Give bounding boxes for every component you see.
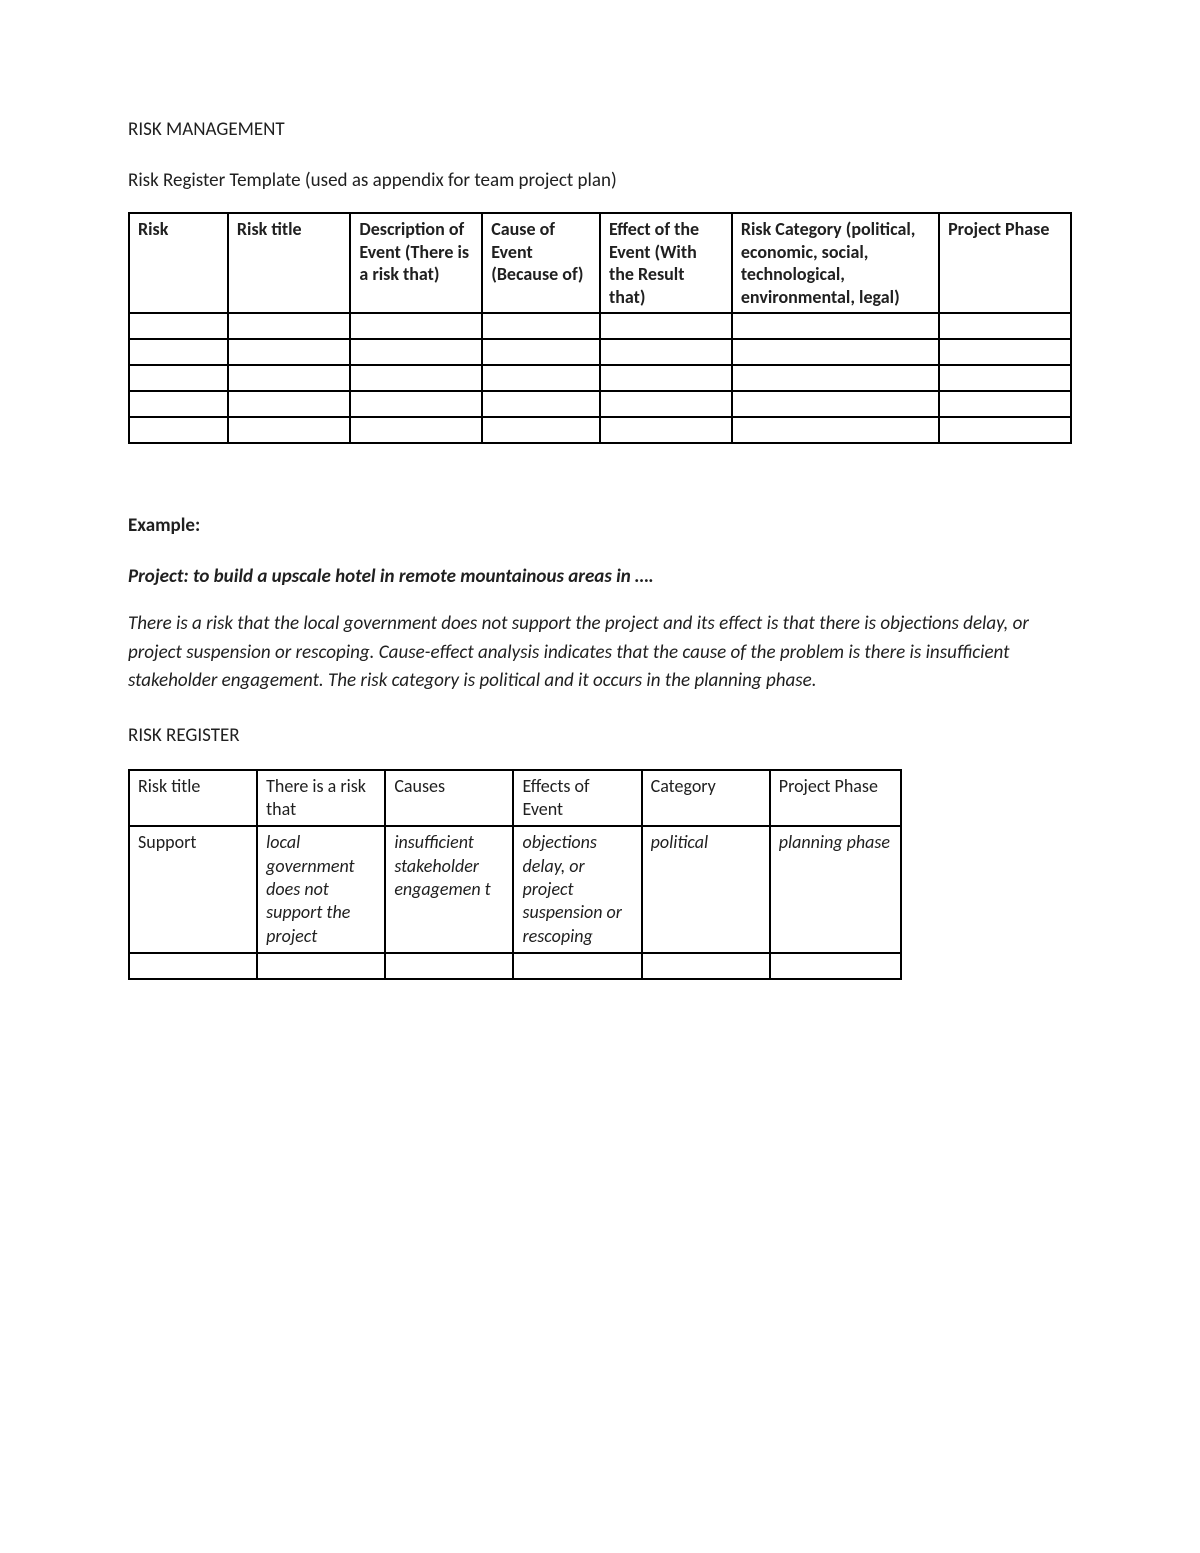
table-row: Supportlocal government does not support…	[129, 826, 901, 953]
table-cell	[482, 391, 600, 417]
table-cell: local government does not support the pr…	[257, 826, 385, 953]
example-project-line: Project: to build a upscale hotel in rem…	[128, 565, 1072, 588]
example-body-text: There is a risk that the local governmen…	[128, 610, 1072, 696]
table-cell	[600, 339, 732, 365]
risk-register-example-table: Risk titleThere is a risk thatCausesEffe…	[128, 769, 902, 981]
table-cell	[939, 391, 1071, 417]
table-cell: political	[642, 826, 770, 953]
table-cell	[129, 339, 228, 365]
document-page: RISK MANAGEMENT Risk Register Template (…	[0, 0, 1200, 1553]
table-cell	[732, 339, 939, 365]
table-row	[129, 953, 901, 979]
table-cell	[228, 365, 350, 391]
table-cell	[482, 417, 600, 443]
example-col-2: Causes	[385, 770, 513, 827]
table-cell	[939, 417, 1071, 443]
example-label: Example:	[128, 514, 1072, 537]
table-cell	[732, 417, 939, 443]
table-cell	[257, 953, 385, 979]
table-cell	[600, 365, 732, 391]
table-cell	[600, 391, 732, 417]
table-row	[129, 365, 1071, 391]
risk-register-label: RISK REGISTER	[128, 724, 1072, 747]
table-cell	[350, 391, 482, 417]
table-row	[129, 417, 1071, 443]
table-cell	[385, 953, 513, 979]
register-col-4: Effect of the Event (With the Result tha…	[600, 213, 732, 313]
example-col-4: Category	[642, 770, 770, 827]
table-cell	[129, 313, 228, 339]
risk-register-template-table: RiskRisk titleDescription of Event (Ther…	[128, 212, 1072, 444]
table-cell: objections delay, or project suspension …	[513, 826, 641, 953]
table-cell	[129, 391, 228, 417]
table-cell	[228, 313, 350, 339]
table-cell	[732, 365, 939, 391]
example-col-1: There is a risk that	[257, 770, 385, 827]
table-cell	[350, 313, 482, 339]
register-col-2: Description of Event (There is a risk th…	[350, 213, 482, 313]
register-body	[129, 313, 1071, 443]
example-col-0: Risk title	[129, 770, 257, 827]
table-cell	[350, 339, 482, 365]
register-col-1: Risk title	[228, 213, 350, 313]
table-cell	[350, 417, 482, 443]
table-cell	[482, 365, 600, 391]
table-cell	[732, 313, 939, 339]
table-cell	[600, 417, 732, 443]
table-cell: insufficient stakeholder engagemen t	[385, 826, 513, 953]
table-row	[129, 391, 1071, 417]
table-cell	[939, 313, 1071, 339]
table-cell: planning phase	[770, 826, 901, 953]
table-cell	[513, 953, 641, 979]
table-row	[129, 339, 1071, 365]
example-col-5: Project Phase	[770, 770, 901, 827]
table-cell	[129, 953, 257, 979]
table-cell	[129, 365, 228, 391]
table-cell	[939, 339, 1071, 365]
table-cell: Support	[129, 826, 257, 953]
table-cell	[642, 953, 770, 979]
example-col-3: Effects of Event	[513, 770, 641, 827]
table-cell	[732, 391, 939, 417]
register-col-0: Risk	[129, 213, 228, 313]
table-cell	[228, 417, 350, 443]
register-col-3: Cause of Event (Because of)	[482, 213, 600, 313]
table-cell	[600, 313, 732, 339]
table-cell	[482, 313, 600, 339]
table-cell	[228, 391, 350, 417]
example-body-rows: Supportlocal government does not support…	[129, 826, 901, 979]
register-header-row: RiskRisk titleDescription of Event (Ther…	[129, 213, 1071, 313]
page-subtitle: Risk Register Template (used as appendix…	[128, 169, 1072, 192]
register-col-6: Project Phase	[939, 213, 1071, 313]
table-cell	[482, 339, 600, 365]
table-cell	[228, 339, 350, 365]
register-col-5: Risk Category (political, economic, soci…	[732, 213, 939, 313]
table-cell	[129, 417, 228, 443]
example-header-row: Risk titleThere is a risk thatCausesEffe…	[129, 770, 901, 827]
table-cell	[939, 365, 1071, 391]
table-row	[129, 313, 1071, 339]
page-title: RISK MANAGEMENT	[128, 118, 1072, 141]
table-cell	[350, 365, 482, 391]
table-cell	[770, 953, 901, 979]
